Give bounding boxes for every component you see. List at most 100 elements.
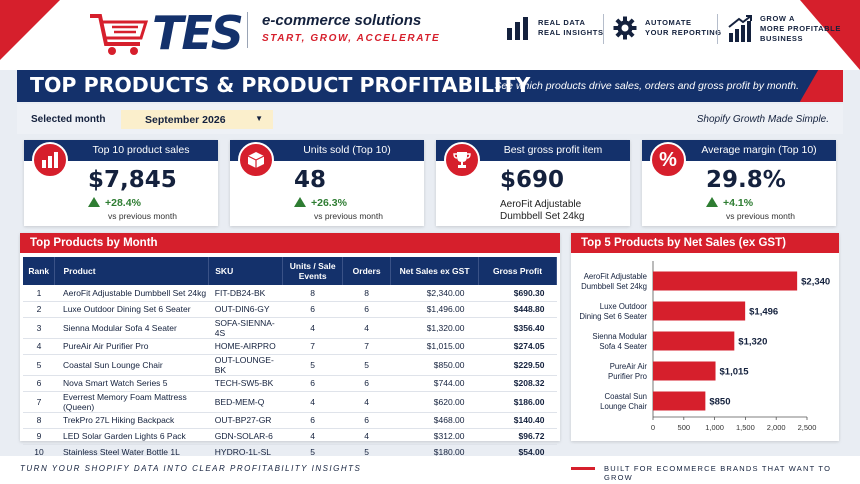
kpi-card-best-profit: Best gross profit item $690 AeroFit Adju… — [436, 140, 630, 226]
table-row: 9 LED Solar Garden Lights 6 Pack GDN-SOLAR… — [23, 428, 557, 445]
gear-icon — [613, 16, 637, 40]
feature-divider — [603, 14, 604, 44]
box-icon — [238, 142, 274, 178]
kpi-comparison: vs previous month — [314, 211, 383, 221]
chart-bar-value-label: $850 — [709, 397, 730, 408]
cell-units: 6 — [282, 301, 343, 318]
footer-right-text: BUILT FOR ECOMMERCE BRANDS THAT WANT TO … — [604, 464, 832, 482]
cell-product: Coastal Sun Lounge Chair — [54, 354, 209, 376]
cell-net-sales: $850.00 — [390, 354, 479, 376]
cell-rank: 1 — [23, 285, 55, 302]
kpi-delta: +26.3% — [294, 197, 347, 209]
chart-category-label: Luxe Outdoor — [600, 302, 648, 311]
cell-orders: 4 — [342, 317, 391, 339]
footer-accent-line — [571, 467, 595, 470]
cell-units: 7 — [282, 338, 343, 355]
kpi-delta: +4.1% — [706, 197, 753, 209]
brand-logo-text: TES — [152, 6, 244, 60]
top-products-table-panel: Top Products by Month Rank Product SKU U… — [20, 233, 560, 461]
chart-category-label: Lounge Chair — [600, 402, 647, 411]
cell-units: 6 — [282, 375, 343, 392]
title-banner: TOP PRODUCTS & PRODUCT PROFITABILITY See… — [17, 70, 843, 102]
cell-net-sales: $1,320.00 — [390, 317, 479, 339]
chart-category-label: PureAir Air — [610, 362, 648, 371]
col-header-units: Units / Sale Events — [282, 257, 344, 285]
cell-sku: OUT-BP27-GR — [208, 412, 283, 429]
chart-category-label: Dumbbell Set 24kg — [581, 282, 647, 291]
kpi-value: $690 — [500, 167, 565, 193]
cell-units: 5 — [282, 354, 343, 376]
cell-gross-profit: $274.05 — [478, 338, 557, 355]
cell-rank: 4 — [23, 338, 55, 355]
brand-subtag: START, GROW, ACCELERATE — [262, 33, 441, 44]
cell-rank: 6 — [23, 375, 55, 392]
kpi-title: Top 10 product sales — [24, 140, 218, 161]
cell-net-sales: $468.00 — [390, 412, 479, 429]
feature-grow-text: GROW A MORE PROFITABLE BUSINESS — [760, 14, 841, 43]
chart-category-label: Sienna Modular — [592, 332, 647, 341]
month-dropdown[interactable]: September 2026 ▼ — [121, 110, 273, 129]
chart-category-label: Sofa 4 Seater — [599, 342, 647, 351]
header-accent-left — [0, 0, 60, 60]
chart-x-tick-label: 500 — [678, 423, 691, 432]
trend-up-icon — [88, 197, 100, 207]
cell-product: TrekPro 27L Hiking Backpack — [54, 412, 209, 429]
cell-rank: 9 — [23, 428, 55, 445]
table-row: 7 Everrest Memory Foam Mattress (Queen) BE… — [23, 391, 557, 413]
cell-units: 4 — [282, 317, 343, 339]
selected-month-label: Selected month — [31, 114, 106, 125]
cell-units: 6 — [282, 412, 343, 429]
kpi-value: $7,845 — [88, 167, 177, 193]
chevron-down-icon: ▼ — [255, 114, 263, 123]
chart-x-tick-label: 1,000 — [705, 423, 724, 432]
kpi-value: 48 — [294, 167, 327, 193]
chart-category-label: AeroFit Adjustable — [584, 272, 647, 281]
cell-gross-profit: $356.40 — [478, 317, 557, 339]
chart-bar — [653, 271, 798, 291]
chart-panel-title: Top 5 Products by Net Sales (ex GST) — [571, 233, 839, 253]
banner-accent-stripe — [799, 70, 843, 102]
col-header-gross-profit: Gross Profit — [478, 257, 557, 285]
kpi-delta-text: +28.4% — [105, 197, 141, 209]
table-row: 8 TrekPro 27L Hiking Backpack OUT-BP27-GR 6… — [23, 412, 557, 429]
cell-rank: 7 — [23, 391, 55, 413]
page-title: TOP PRODUCTS & PRODUCT PROFITABILITY — [30, 73, 531, 97]
table-row: 2 Luxe Outdoor Dining Set 6 Seater OUT-DIN… — [23, 301, 557, 318]
chart-bar — [653, 301, 746, 321]
cell-net-sales: $744.00 — [390, 375, 479, 392]
table-header-row: Rank Product SKU Units / Sale Events Ord… — [23, 257, 557, 285]
cell-orders: 5 — [342, 354, 391, 376]
kpi-title: Units sold (Top 10) — [230, 140, 424, 161]
feature-real-data: REAL DATA REAL INSIGHTS — [506, 14, 604, 42]
cell-gross-profit: $186.00 — [478, 391, 557, 413]
cell-gross-profit: $690.30 — [478, 285, 557, 302]
cell-rank: 2 — [23, 301, 55, 318]
feature-real-data-text: REAL DATA REAL INSIGHTS — [538, 18, 604, 37]
chart-category-label: Coastal Sun — [605, 392, 647, 401]
cell-gross-profit: $448.80 — [478, 301, 557, 318]
cell-net-sales: $1,015.00 — [390, 338, 479, 355]
page-footer: TURN YOUR SHOPIFY DATA INTO CLEAR PROFIT… — [0, 456, 860, 484]
kpi-card-units-sold: Units sold (Top 10) 48 +26.3% vs previou… — [230, 140, 424, 226]
footer-left-text: TURN YOUR SHOPIFY DATA INTO CLEAR PROFIT… — [20, 464, 362, 473]
cell-orders: 6 — [342, 301, 391, 318]
cell-orders: 4 — [342, 391, 391, 413]
top5-chart-panel: Top 5 Products by Net Sales (ex GST) $2,… — [571, 233, 839, 441]
col-header-product: Product — [54, 257, 210, 285]
chart-x-tick-label: 1,500 — [736, 423, 755, 432]
cell-net-sales: $620.00 — [390, 391, 479, 413]
col-header-rank: Rank — [23, 257, 56, 285]
table-row: 3 Sienna Modular Sofa 4 Seater SOFA-SIENNA… — [23, 317, 557, 339]
cell-gross-profit: $96.72 — [478, 428, 557, 445]
cell-sku: GDN-SOLAR-6 — [208, 428, 283, 445]
cell-rank: 5 — [23, 354, 55, 376]
month-dropdown-value: September 2026 — [145, 113, 226, 126]
cell-sku: HOME-AIRPRO — [208, 338, 283, 355]
feature-divider — [717, 14, 718, 44]
chart-x-tick-label: 0 — [651, 423, 655, 432]
header-divider — [247, 12, 248, 48]
slogan-text: Shopify Growth Made Simple. — [696, 114, 829, 125]
table-row: 5 Coastal Sun Lounge Chair OUT-LOUNGE-BK 5 5… — [23, 354, 557, 376]
chart-x-tick-label: 2,000 — [767, 423, 786, 432]
